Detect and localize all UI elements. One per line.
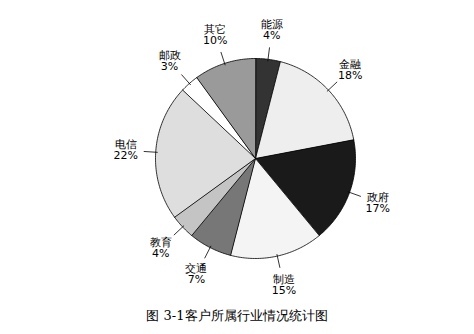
svg-text:政府17%: 政府17% (366, 191, 390, 215)
svg-text:金融18%: 金融18% (338, 58, 362, 82)
svg-text:能源4%: 能源4% (261, 18, 283, 42)
html-text:图 3-1客户所属行业情况统计图: 图 3-1客户所属行业情况统计图 (146, 308, 328, 323)
svg-text:制造15%: 制造15% (272, 273, 296, 297)
svg-text:邮政3%: 邮政3% (159, 49, 181, 73)
svg-text:电信22%: 电信22% (114, 138, 138, 162)
svg-text:其它10%: 其它10% (203, 23, 227, 47)
svg-text:交通7%: 交通7% (185, 262, 207, 286)
svg-text:教育4%: 教育4% (150, 236, 172, 260)
